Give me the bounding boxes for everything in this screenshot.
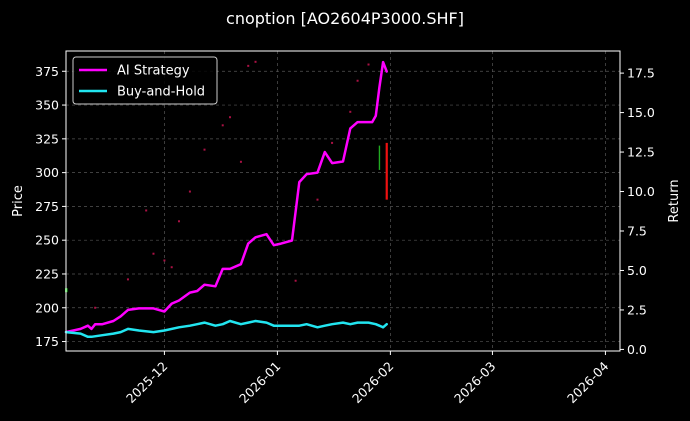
y-axis-left-label: Price xyxy=(11,185,26,217)
x-tick-label: 2026-04 xyxy=(564,358,612,406)
y-right-tick-label: 17.5 xyxy=(627,66,655,81)
price-point xyxy=(247,64,250,67)
series-line-buy-and-hold xyxy=(64,319,388,339)
y-right-tick-label: 15.0 xyxy=(627,105,655,120)
y-left-tick-label: 200 xyxy=(35,300,59,315)
x-tick-label: 2026-03 xyxy=(451,359,499,407)
price-point xyxy=(163,259,166,262)
price-point xyxy=(239,160,242,163)
price-point xyxy=(349,110,352,113)
price-point xyxy=(94,306,97,309)
price-point xyxy=(356,79,359,82)
price-point xyxy=(188,190,191,193)
x-tick-label: 2025-12 xyxy=(123,359,171,407)
price-point xyxy=(316,198,319,201)
y-right-tick-label: 7.5 xyxy=(627,224,647,239)
y-left-tick-label: 375 xyxy=(35,64,59,79)
y-axis-right: 0.0 2.5 5.0 7.5 10.0 12.5 15.0 17.5 xyxy=(620,66,655,357)
price-point xyxy=(145,209,148,212)
series-lines xyxy=(64,60,388,339)
price-point xyxy=(294,279,297,282)
series-line-ai-strategy xyxy=(64,60,388,334)
price-point xyxy=(331,141,334,144)
legend-label-ai-strategy: AI Strategy xyxy=(117,64,190,79)
price-point xyxy=(126,278,129,281)
x-axis: 2025-12 2026-01 2026-02 2026-03 2026-04 xyxy=(123,351,612,406)
y-right-tick-label: 0.0 xyxy=(627,342,647,357)
x-tick-label: 2026-02 xyxy=(349,359,397,407)
price-point xyxy=(170,266,173,269)
y-right-tick-label: 12.5 xyxy=(627,145,655,160)
y-axis-right-label: Return xyxy=(667,179,682,222)
price-point xyxy=(367,63,370,66)
price-points xyxy=(94,60,370,309)
price-point xyxy=(203,148,206,151)
price-point xyxy=(177,220,180,223)
y-left-tick-label: 350 xyxy=(35,98,59,113)
y-left-tick-label: 300 xyxy=(35,165,59,180)
x-tick-label: 2026-01 xyxy=(236,359,284,407)
y-left-tick-label: 325 xyxy=(35,131,59,146)
y-right-tick-label: 5.0 xyxy=(627,263,647,278)
chart-title: cnoption [AO2604P3000.SHF] xyxy=(226,9,464,28)
legend-box xyxy=(72,56,218,105)
y-right-tick-label: 2.5 xyxy=(627,302,647,317)
price-point xyxy=(221,124,224,127)
legend-label-buy-and-hold: Buy-and-Hold xyxy=(117,85,205,100)
price-point xyxy=(152,252,155,255)
legend: AI Strategy Buy-and-Hold xyxy=(72,56,218,105)
y-left-tick-label: 175 xyxy=(35,334,59,349)
y-left-tick-label: 275 xyxy=(35,199,59,214)
y-left-tick-label: 225 xyxy=(35,266,59,281)
plot-frame xyxy=(65,50,621,352)
y-left-tick-label: 250 xyxy=(35,233,59,248)
price-point xyxy=(229,116,232,119)
price-point xyxy=(254,60,257,63)
y-axis-left: 175 200 225 250 275 300 325 350 375 xyxy=(35,64,66,349)
y-right-tick-label: 10.0 xyxy=(627,184,655,199)
